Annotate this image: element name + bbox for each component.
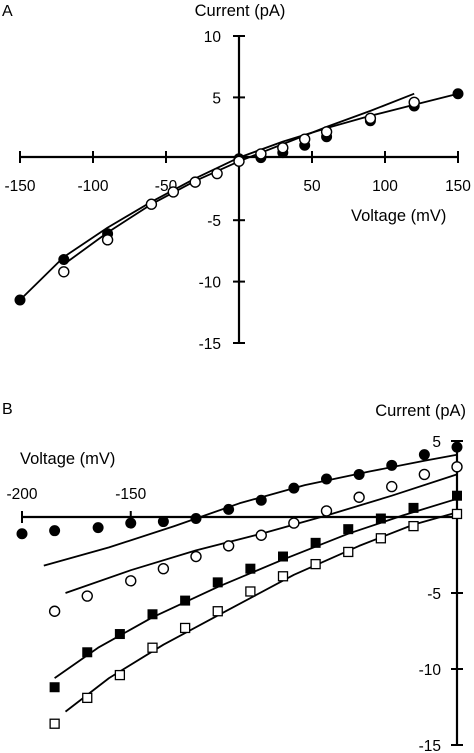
panel-a-point-filled-circle	[58, 253, 70, 265]
panel-b-point-filled-circle	[418, 449, 430, 461]
panel-b-point-filled-circle	[386, 459, 398, 471]
panel-b-point-open-circle	[451, 461, 463, 473]
panel-b-point-filled-square	[245, 563, 256, 574]
panel-b-point-open-square	[343, 546, 354, 558]
panel-b-point-filled-circle	[255, 494, 267, 506]
panel-b-point-open-circle	[81, 590, 93, 602]
panel-b-point-open-circle	[288, 517, 300, 529]
panel-b-point-open-circle	[157, 562, 170, 575]
panel-b-point-filled-circle	[190, 513, 202, 525]
panel-b-point-open-square	[49, 718, 60, 729]
panel-b-point-filled-square	[408, 502, 419, 513]
panel-b-point-open-square	[277, 571, 289, 582]
panel-a-point-open-circle	[101, 234, 114, 246]
panel-b-point-open-circle	[386, 480, 398, 493]
panel-a-point-open-circle	[255, 148, 267, 160]
panel-b-point-filled-circle	[288, 482, 300, 494]
panel-a-point-filled-circle	[14, 294, 26, 306]
panel-a-x-tick-label: -150	[4, 178, 35, 195]
panel-b-point-open-circle	[353, 491, 365, 503]
panel-b-point-open-circle	[48, 605, 61, 617]
panel-b-point-open-square	[408, 520, 419, 532]
panel-b-point-filled-circle	[92, 522, 104, 534]
panel-b-point-filled-square	[114, 629, 125, 640]
panel-b-point-filled-circle	[353, 468, 365, 480]
panel-b-point-filled-square	[147, 609, 158, 620]
panel-b-point-open-circle	[255, 529, 267, 541]
panel-b-x-tick-label: -150	[115, 486, 146, 503]
panel-b-point-filled-circle	[321, 473, 332, 485]
panel-b-point-open-square	[310, 558, 321, 570]
panel-b-point-filled-square	[452, 490, 462, 501]
panel-b-point-filled-square	[49, 682, 60, 693]
panel-b-point-open-square	[451, 508, 463, 520]
panel-a-point-open-circle	[320, 126, 333, 138]
panel-b-point-open-square	[147, 642, 158, 653]
panel-b-point-open-circle	[320, 505, 333, 517]
panel-a-point-filled-circle	[452, 88, 464, 100]
panel-a-point-open-circle	[167, 186, 180, 198]
panel-a-letter: A	[2, 3, 13, 20]
panel-a-x-tick-label: 100	[372, 178, 398, 195]
panel-a-point-open-circle	[233, 155, 245, 167]
panel-a-x-tick-label: -100	[77, 178, 108, 195]
panel-b-y-tick-label: -10	[419, 662, 442, 679]
panel-b-point-open-square	[82, 692, 93, 704]
panel-a-y-tick-label: 10	[204, 29, 222, 46]
panel-a-point-open-circle	[211, 167, 223, 180]
panel-b-point-filled-square	[180, 595, 191, 606]
panel-a-point-open-circle	[299, 133, 311, 145]
panel-a-x-tick-label: 150	[445, 178, 471, 195]
panel-b-point-filled-circle	[16, 528, 28, 540]
panel-b-point-filled-square	[212, 577, 223, 588]
panel-a-y-tick-label: -15	[199, 336, 221, 353]
panel-a-y-tick-label: -10	[199, 275, 222, 292]
panel-a-y-tick-label: -5	[207, 213, 221, 230]
panel-b-point-filled-circle	[49, 525, 61, 537]
panel-a-point-open-circle	[364, 112, 377, 124]
panel-b-fit-line-1	[43, 453, 458, 567]
panel-b-point-filled-square	[375, 513, 386, 524]
panel-a-point-open-circle	[58, 266, 70, 278]
panel-b-point-filled-square	[82, 647, 93, 658]
panel-a-point-open-circle	[189, 176, 201, 188]
panel-a-x-axis-title: Voltage (mV)	[351, 207, 446, 225]
panel-b-point-filled-square	[310, 537, 321, 548]
panel-b-point-filled-circle	[157, 516, 169, 528]
panel-b-y-tick-label: -5	[427, 586, 441, 603]
panel-b-fit-line-3	[54, 497, 458, 679]
panel-b-point-open-square	[114, 669, 126, 681]
panel-b-point-open-square	[179, 622, 191, 634]
panel-b-point-open-circle	[125, 575, 137, 587]
panel-a-point-open-circle	[408, 96, 420, 109]
panel-a-y-tick-label: 5	[212, 90, 221, 107]
panel-b-point-filled-circle	[125, 517, 137, 529]
panel-b-y-axis-title: Current (pA)	[375, 402, 466, 420]
panel-b-point-open-square	[245, 586, 256, 597]
panel-a-point-open-circle	[145, 198, 158, 210]
panel-b-x-axis-title: Voltage (mV)	[20, 450, 115, 468]
panel-b-letter: B	[2, 401, 13, 418]
panel-b-point-filled-circle	[223, 503, 235, 515]
panel-b-point-open-circle	[190, 550, 202, 563]
panel-b-x-tick-label: -200	[6, 486, 37, 503]
panel-b-point-open-circle	[222, 540, 235, 552]
panel-b-y-tick-label: -15	[419, 738, 441, 753]
panel-a-point-open-circle	[277, 142, 289, 154]
panel-a-x-tick-label: 50	[303, 178, 321, 195]
panel-a-y-axis-title: Current (pA)	[195, 2, 286, 20]
panel-b-point-filled-circle	[451, 441, 463, 453]
panel-b-point-open-square	[375, 533, 387, 544]
panel-b-point-open-circle	[418, 468, 431, 481]
panel-b-point-filled-square	[278, 551, 288, 562]
panel-b-point-filled-square	[343, 524, 354, 535]
panel-b-point-open-square	[212, 606, 223, 617]
panel-b-y-tick-label: 5	[432, 434, 441, 451]
